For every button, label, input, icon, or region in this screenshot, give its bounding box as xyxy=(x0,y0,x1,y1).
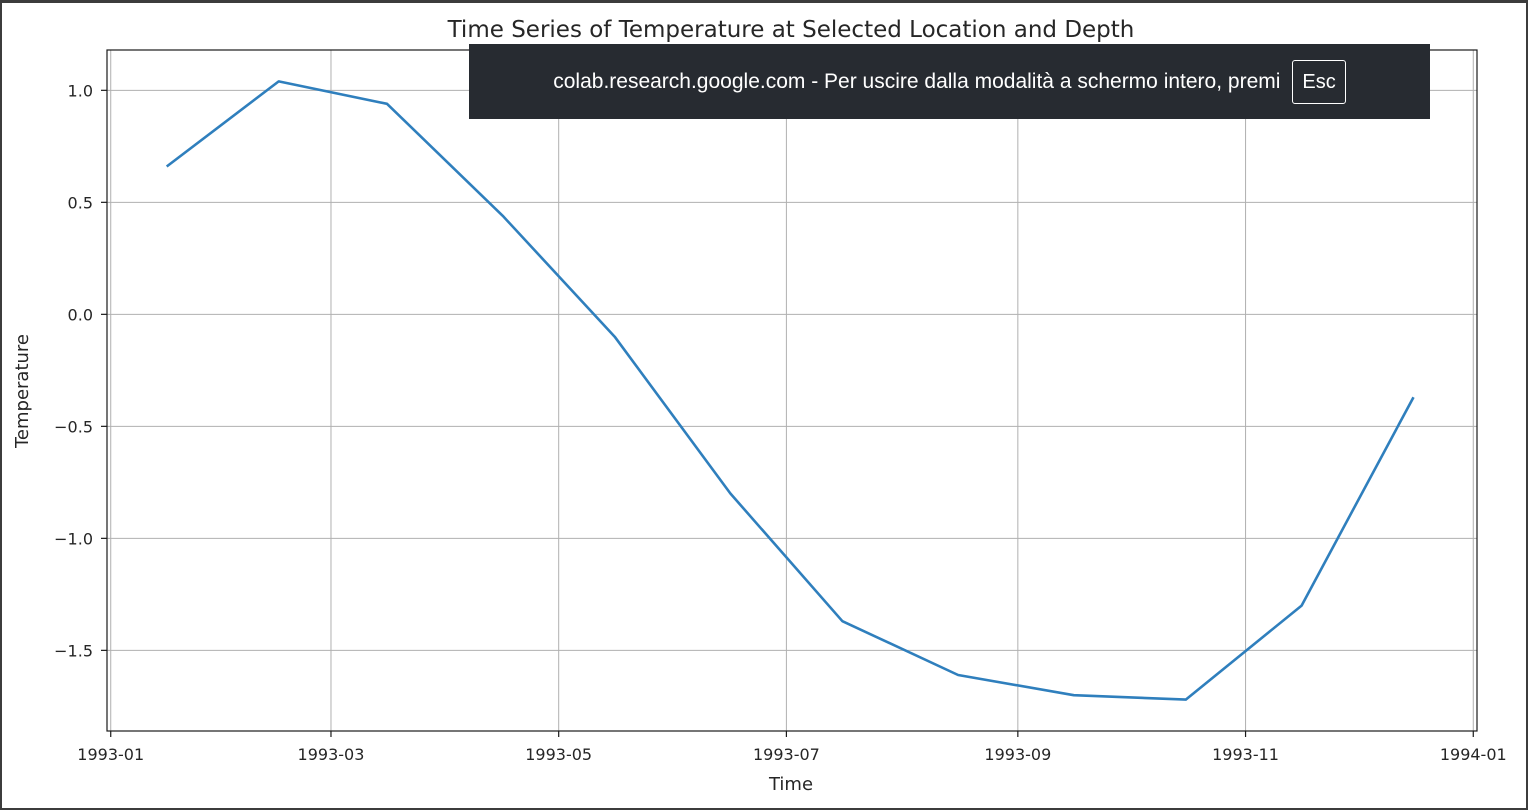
y-tick-label: 0.5 xyxy=(68,193,93,212)
chart-title: Time Series of Temperature at Selected L… xyxy=(447,17,1135,43)
x-tick-label: 1993-05 xyxy=(525,745,592,764)
x-tick-label: 1994-01 xyxy=(1440,745,1507,764)
esc-key-badge: Esc xyxy=(1292,59,1346,104)
y-tick-label: −1.5 xyxy=(54,641,93,660)
series-group xyxy=(165,80,1415,701)
y-tick-label: −1.0 xyxy=(54,529,93,548)
y-axis-title: Temperature xyxy=(12,334,33,449)
x-tick-label: 1993-07 xyxy=(753,745,820,764)
x-tick-label: 1993-01 xyxy=(77,745,144,764)
y-tick-label: 0.0 xyxy=(68,305,93,324)
x-tick-label: 1993-11 xyxy=(1212,745,1279,764)
x-axis-title: Time xyxy=(768,774,813,795)
x-tick-label: 1993-09 xyxy=(984,745,1051,764)
y-axis: 1.0 0.5 0.0 −0.5 −1.0 −1.5 xyxy=(54,81,107,660)
x-axis: 1993-01 1993-03 1993-05 1993-07 1993-09 1993-… xyxy=(77,731,1507,764)
y-tick-label: 1.0 xyxy=(68,81,93,100)
y-tick-label: −0.5 xyxy=(54,417,93,436)
notification-message: colab.research.google.com - Per uscire d… xyxy=(553,69,1281,93)
grid-lines xyxy=(107,50,1477,731)
temperature-series-line xyxy=(165,80,1415,701)
x-tick-label: 1993-03 xyxy=(298,745,365,764)
fullscreen-exit-notification: colab.research.google.com - Per uscire d… xyxy=(469,44,1430,119)
